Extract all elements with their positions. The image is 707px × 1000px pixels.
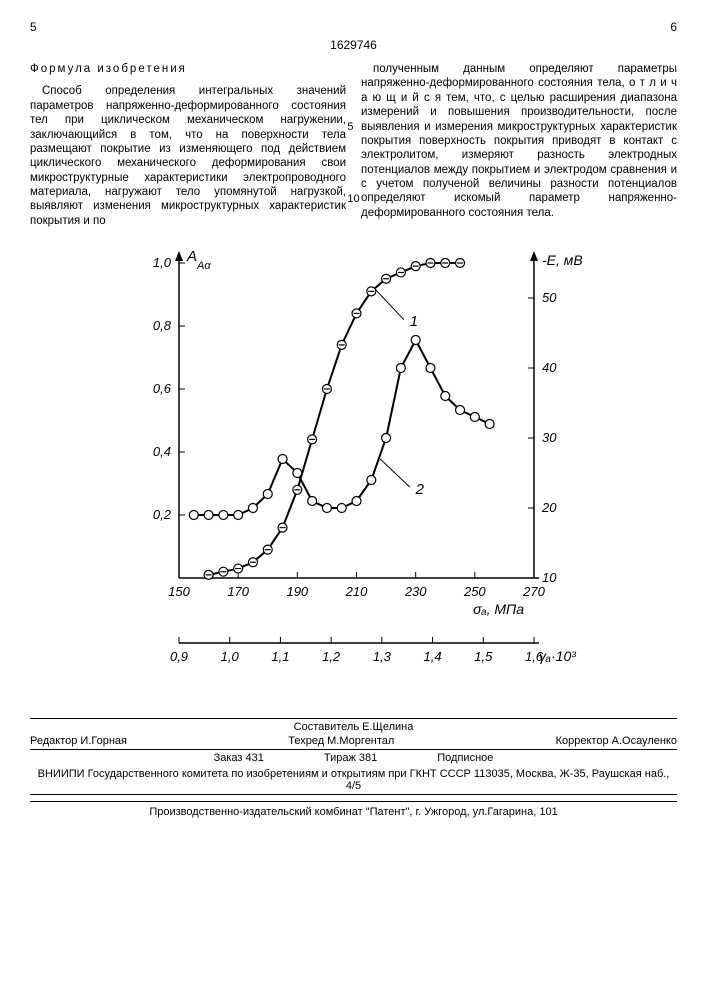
- svg-text:20: 20: [541, 500, 557, 515]
- order-num: Заказ 431: [214, 752, 264, 764]
- svg-text:-E, мВ: -E, мВ: [542, 252, 583, 268]
- left-paragraph: Способ определения интегральных значений…: [30, 84, 346, 228]
- svg-text:50: 50: [542, 290, 557, 305]
- page-right-num: 6: [670, 20, 677, 34]
- svg-text:0,6: 0,6: [152, 381, 171, 396]
- org: ВНИИПИ Государственного комитета по изоб…: [30, 766, 677, 795]
- svg-text:σₐ, МПа: σₐ, МПа: [473, 601, 524, 617]
- svg-text:0,2: 0,2: [152, 507, 171, 522]
- svg-text:1,2: 1,2: [322, 649, 341, 664]
- subscription: Подписное: [437, 752, 493, 764]
- svg-text:1: 1: [409, 313, 417, 330]
- svg-text:1,4: 1,4: [423, 649, 441, 664]
- svg-text:1,1: 1,1: [271, 649, 289, 664]
- line-marker-10: 10: [347, 193, 359, 207]
- tirage: Тираж 381: [324, 752, 377, 764]
- svg-text:0,9: 0,9: [169, 649, 187, 664]
- svg-text:10: 10: [542, 570, 557, 585]
- svg-text:30: 30: [542, 430, 557, 445]
- chart: 0,2 0,4 0,6 0,8 1,0 10 20 30 40 50 150 170 190 210 230…: [114, 238, 594, 708]
- svg-text:1,5: 1,5: [474, 649, 493, 664]
- svg-text:1,0: 1,0: [152, 255, 171, 270]
- document-id: 1629746: [30, 38, 677, 52]
- page-left-num: 5: [30, 20, 37, 34]
- techred: Техред М.Моргентал: [288, 735, 394, 747]
- production: Производственно-издательский комбинат "П…: [30, 801, 677, 818]
- svg-text:Aα: Aα: [196, 260, 211, 272]
- corrector: Корректор А.Осауленко: [556, 735, 677, 747]
- svg-text:γₐ·10³: γₐ·10³: [539, 648, 576, 664]
- svg-text:170: 170: [227, 584, 249, 599]
- formula-title: Формула изобретения: [30, 62, 346, 76]
- svg-text:150: 150: [168, 584, 190, 599]
- svg-text:0,8: 0,8: [152, 318, 171, 333]
- right-paragraph: полученным данным определяют параметры н…: [361, 62, 677, 220]
- line-marker-5: 5: [347, 121, 359, 135]
- svg-text:A: A: [186, 248, 197, 265]
- composer: Составитель Е.Щелина: [30, 718, 677, 733]
- svg-text:1,3: 1,3: [372, 649, 391, 664]
- svg-text:210: 210: [344, 584, 367, 599]
- svg-text:1,0: 1,0: [220, 649, 239, 664]
- editor: Редактор И.Горная: [30, 735, 127, 747]
- svg-text:230: 230: [403, 584, 426, 599]
- svg-text:40: 40: [542, 360, 557, 375]
- svg-text:190: 190: [286, 584, 308, 599]
- svg-text:2: 2: [414, 481, 424, 498]
- svg-text:250: 250: [462, 584, 485, 599]
- svg-text:270: 270: [522, 584, 545, 599]
- svg-text:0,4: 0,4: [152, 444, 170, 459]
